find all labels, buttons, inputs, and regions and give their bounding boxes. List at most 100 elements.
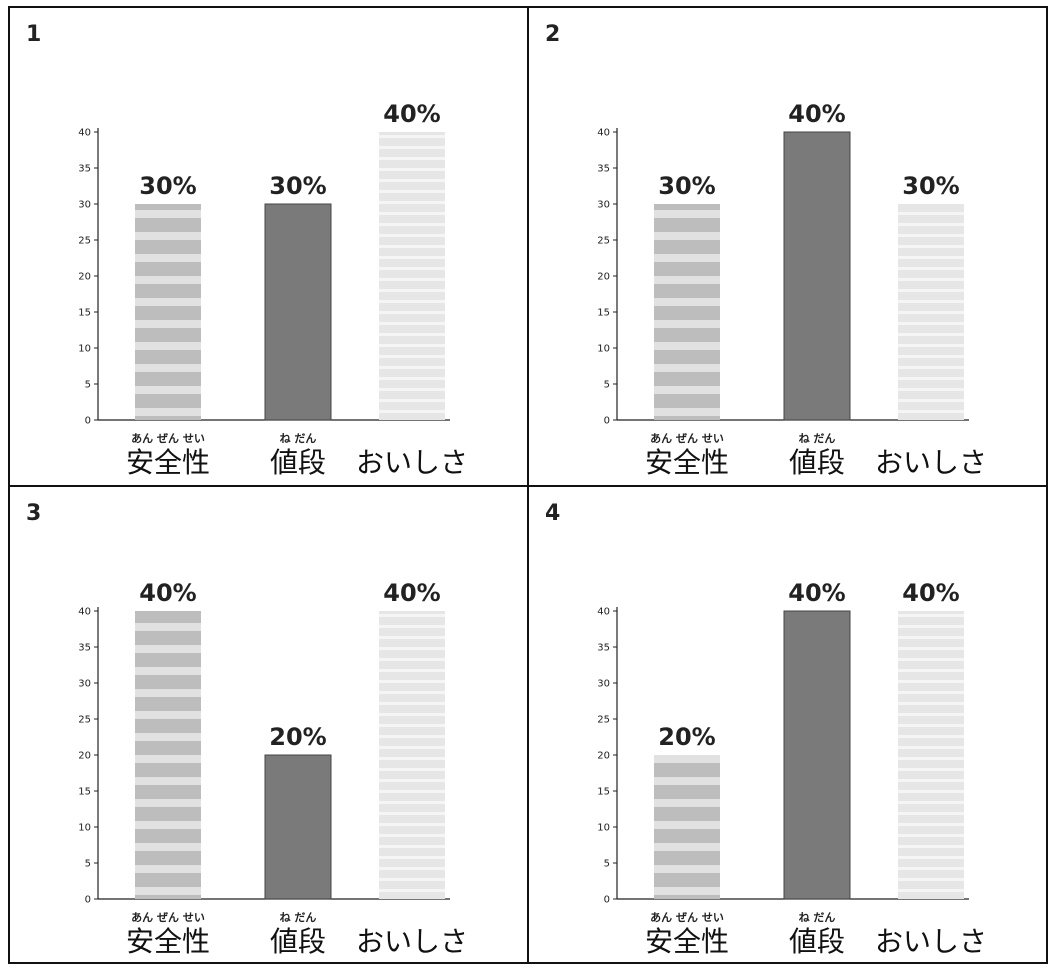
value-label: 30% — [902, 172, 959, 200]
y-tick-label: 0 — [604, 416, 610, 427]
bar-stripe — [654, 408, 720, 416]
bar-stripe — [135, 254, 201, 262]
bar-stripe — [898, 680, 964, 683]
category-label: 値段 — [270, 925, 326, 958]
bar-stripe — [898, 289, 964, 292]
bar-stripe — [135, 887, 201, 895]
bar-stripe — [654, 364, 720, 372]
bar-stripe — [379, 223, 445, 226]
bar-stripe — [898, 278, 964, 281]
bar-stripe — [135, 342, 201, 350]
bar-stripe — [898, 724, 964, 727]
bar-stripe — [379, 355, 445, 358]
bar-stripe — [898, 823, 964, 826]
bar-stripe — [379, 691, 445, 694]
bar-stripe — [898, 410, 964, 413]
bar-stripe — [654, 232, 720, 240]
bar-stripe — [654, 210, 720, 218]
bar-stripe — [379, 179, 445, 182]
bar-stripe — [898, 614, 964, 617]
bar-stripe — [379, 889, 445, 892]
y-tick-label: 20 — [78, 272, 91, 283]
bar-stripe — [379, 878, 445, 881]
bar-stripe — [379, 344, 445, 347]
bar-price — [783, 131, 851, 421]
bar-stripe — [898, 746, 964, 749]
bar-stripe — [135, 755, 201, 763]
y-tick-label: 10 — [597, 344, 610, 355]
bar-stripe — [898, 834, 964, 837]
bar-stripe — [898, 399, 964, 402]
bar-stripe — [379, 168, 445, 171]
category-reading: ね だん — [280, 911, 317, 924]
y-tick-label: 20 — [597, 272, 610, 283]
bar-stripe — [898, 245, 964, 248]
y-tick-label: 25 — [597, 236, 610, 247]
y-tick-label: 30 — [597, 200, 610, 211]
bar-stripe — [379, 614, 445, 617]
bar-taste — [379, 611, 445, 899]
bar-stripe — [379, 735, 445, 738]
bar-stripe — [379, 278, 445, 281]
bar-stripe — [898, 267, 964, 270]
bar-stripe — [898, 636, 964, 639]
category-label: 安全性 — [126, 446, 210, 479]
y-tick-label: 10 — [78, 344, 91, 355]
bar-stripe — [898, 355, 964, 358]
y-tick-label: 20 — [78, 751, 91, 762]
bar-stripe — [379, 300, 445, 303]
category-reading: ね だん — [799, 432, 836, 445]
bar-stripe — [898, 801, 964, 804]
bar-price — [264, 754, 332, 900]
value-label: 40% — [383, 100, 440, 128]
bar-stripe — [379, 366, 445, 369]
bar-stripe — [379, 636, 445, 639]
bar-price — [783, 610, 851, 900]
bar-stripe — [379, 867, 445, 870]
y-tick-label: 35 — [597, 164, 610, 175]
bar-stripe — [898, 647, 964, 650]
bar-stripe — [379, 801, 445, 804]
bar-stripe — [135, 364, 201, 372]
bar-stripe — [379, 823, 445, 826]
y-tick-label: 5 — [604, 859, 610, 870]
value-label: 20% — [658, 723, 715, 751]
bar-stripe — [898, 300, 964, 303]
category-label: 値段 — [789, 925, 845, 958]
bar-stripe — [379, 234, 445, 237]
bar-stripe — [135, 276, 201, 284]
bar-stripe — [898, 779, 964, 782]
panel-number: 1 — [26, 22, 42, 47]
y-tick-label: 25 — [78, 236, 91, 247]
y-tick-label: 40 — [597, 128, 610, 139]
category-label: 安全性 — [126, 925, 210, 958]
bar-stripe — [654, 887, 720, 895]
category-reading: あん ぜん せい — [131, 432, 205, 445]
y-tick-label: 40 — [597, 607, 610, 618]
y-tick-label: 20 — [597, 751, 610, 762]
y-tick-label: 35 — [78, 643, 91, 654]
bar-stripe — [379, 625, 445, 628]
bar-stripe — [135, 821, 201, 829]
bar-stripe — [898, 625, 964, 628]
bar-stripe — [379, 713, 445, 716]
category-label: 値段 — [270, 446, 326, 479]
y-tick-label: 35 — [597, 643, 610, 654]
y-tick-label: 35 — [78, 164, 91, 175]
bar-stripe — [898, 256, 964, 259]
bar-stripe — [898, 234, 964, 237]
bar-stripe — [654, 799, 720, 807]
category-label: 安全性 — [645, 925, 729, 958]
bar-stripe — [898, 812, 964, 815]
bar-stripe — [654, 276, 720, 284]
category-reading: ね だん — [799, 911, 836, 924]
bar-stripe — [898, 212, 964, 215]
y-tick-label: 0 — [604, 895, 610, 906]
y-tick-label: 15 — [78, 308, 91, 319]
bar-taste — [898, 611, 964, 899]
bar-stripe — [379, 779, 445, 782]
bar-stripe — [379, 190, 445, 193]
bar-stripe — [654, 342, 720, 350]
